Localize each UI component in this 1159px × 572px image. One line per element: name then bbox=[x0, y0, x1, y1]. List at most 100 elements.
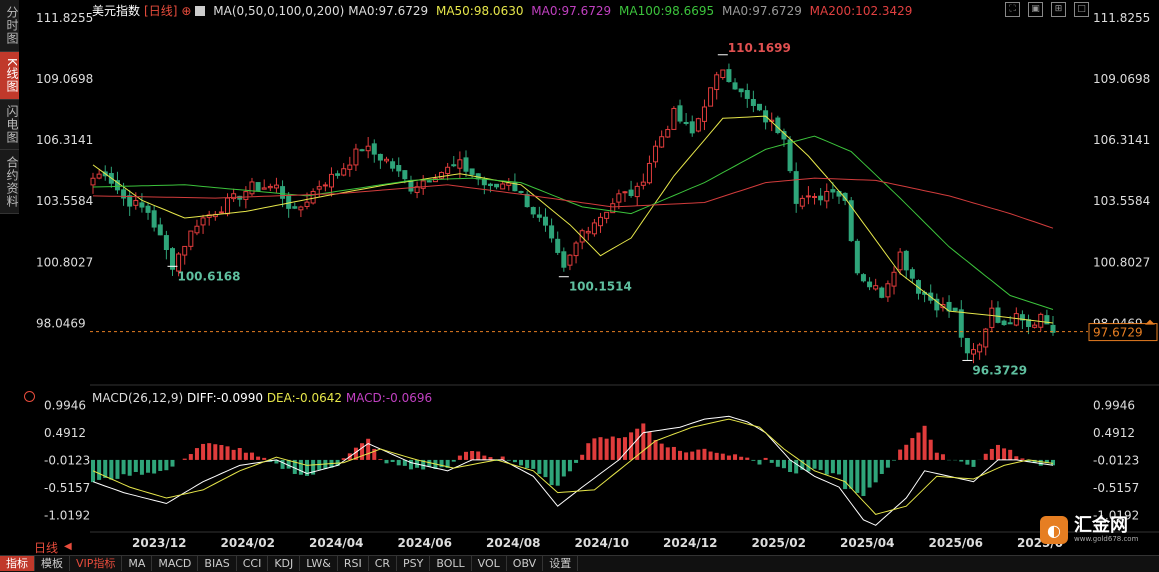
candle-body bbox=[733, 83, 737, 89]
macd-bar bbox=[972, 460, 976, 467]
time-tick: 2025/02 bbox=[752, 536, 806, 550]
day-tab-arrow-icon[interactable]: ◀ bbox=[64, 541, 72, 552]
indicator-tab[interactable]: 设置 bbox=[543, 556, 578, 571]
macd-bar bbox=[385, 460, 389, 463]
macd-bar bbox=[164, 460, 168, 470]
candle-body bbox=[855, 241, 859, 272]
logo-icon: ◐ bbox=[1040, 516, 1068, 544]
candle-body bbox=[91, 178, 95, 185]
macd-bar bbox=[519, 460, 523, 465]
indicator-tab[interactable]: OBV bbox=[507, 556, 543, 571]
candle-body bbox=[299, 207, 303, 210]
candle-body bbox=[739, 89, 743, 92]
macd-bar bbox=[1051, 460, 1055, 465]
indicator-tab[interactable]: MACD bbox=[152, 556, 198, 571]
macd-bar bbox=[366, 439, 370, 460]
candle-body bbox=[256, 183, 260, 191]
candle-body bbox=[482, 180, 486, 185]
macd-bar bbox=[904, 445, 908, 460]
indicator-tab[interactable]: 模板 bbox=[35, 556, 70, 571]
indicator-tab[interactable]: LW& bbox=[300, 556, 338, 571]
macd-bar bbox=[513, 460, 517, 462]
extreme-label: 100.1514 bbox=[569, 280, 632, 294]
candle-body bbox=[874, 286, 878, 289]
candle-body bbox=[372, 144, 376, 154]
indicator-tab[interactable]: CCI bbox=[237, 556, 269, 571]
candle-body bbox=[696, 119, 700, 131]
time-tick: 2024/06 bbox=[398, 536, 452, 550]
macd-bar bbox=[764, 458, 768, 460]
day-tab[interactable]: 日线 bbox=[34, 539, 58, 556]
candle-body bbox=[831, 190, 835, 192]
candle-body bbox=[440, 172, 444, 178]
logo: ◐ 汇金网 www.gold678.com bbox=[1040, 516, 1138, 544]
candle-body bbox=[806, 196, 810, 197]
price-tick-right: 103.5584 bbox=[1093, 194, 1150, 208]
macd-bar bbox=[617, 438, 621, 460]
macd-bar bbox=[391, 460, 395, 462]
indicator-tab[interactable]: VIP指标 bbox=[70, 556, 122, 571]
candle-body bbox=[568, 255, 572, 265]
candle-body bbox=[329, 174, 333, 187]
candle-body bbox=[366, 146, 370, 151]
candle-body bbox=[397, 166, 401, 171]
macd-bar bbox=[641, 423, 645, 459]
macd-bar bbox=[886, 460, 890, 468]
candle-body bbox=[531, 208, 535, 214]
indicator-tab[interactable]: KDJ bbox=[268, 556, 300, 571]
candle-body bbox=[427, 181, 431, 182]
indicator-tab[interactable]: VOL bbox=[472, 556, 507, 571]
indicator-tab[interactable]: 指标 bbox=[0, 556, 35, 571]
candle-body bbox=[1008, 323, 1012, 324]
candle-body bbox=[281, 187, 285, 199]
candle-body bbox=[348, 165, 352, 169]
candle-body bbox=[550, 226, 554, 238]
candle-body bbox=[904, 251, 908, 270]
macd-tick-right: -0.0123 bbox=[1093, 454, 1139, 468]
candle-body bbox=[183, 246, 187, 255]
macd-bar bbox=[874, 460, 878, 482]
candle-body bbox=[617, 194, 621, 202]
macd-bar bbox=[189, 454, 193, 460]
candle-body bbox=[195, 226, 199, 233]
candle-body bbox=[660, 137, 664, 147]
macd-bar bbox=[580, 455, 584, 460]
indicator-tab[interactable]: PSY bbox=[397, 556, 430, 571]
macd-bar bbox=[170, 460, 174, 467]
indicator-tab[interactable]: BIAS bbox=[198, 556, 236, 571]
price-tick-left: 109.0698 bbox=[36, 72, 93, 86]
macd-bar bbox=[378, 459, 382, 460]
macd-bar bbox=[788, 460, 792, 472]
candle-body bbox=[623, 192, 627, 193]
macd-bar bbox=[543, 460, 547, 477]
candle-body bbox=[158, 225, 162, 235]
macd-bar bbox=[531, 460, 535, 469]
indicator-tab[interactable]: BOLL bbox=[430, 556, 471, 571]
candle-body bbox=[825, 192, 829, 201]
macd-bar bbox=[140, 460, 144, 475]
macd-bar bbox=[996, 445, 1000, 460]
macd-bar bbox=[470, 451, 474, 460]
time-tick: 2024/10 bbox=[575, 536, 629, 550]
candle-body bbox=[140, 203, 144, 207]
candle-body bbox=[690, 122, 694, 133]
macd-bar bbox=[599, 437, 603, 460]
macd-bar bbox=[831, 460, 835, 473]
indicator-tab[interactable]: RSI bbox=[338, 556, 369, 571]
candle-body bbox=[293, 207, 297, 209]
price-tick-right: 106.3141 bbox=[1093, 133, 1150, 147]
macd-bar bbox=[819, 460, 823, 470]
price-tick-left: 106.3141 bbox=[36, 133, 93, 147]
macd-bar bbox=[482, 456, 486, 460]
price-tick-left: 103.5584 bbox=[36, 194, 93, 208]
candle-body bbox=[219, 212, 223, 213]
candle-body bbox=[342, 169, 346, 175]
price-tick-right: 111.8255 bbox=[1093, 11, 1150, 25]
indicator-tab[interactable]: CR bbox=[369, 556, 397, 571]
macd-bar bbox=[684, 452, 688, 459]
candle-body bbox=[1039, 314, 1043, 327]
macd-bar bbox=[1008, 450, 1012, 460]
macd-bar bbox=[715, 453, 719, 460]
indicator-tab[interactable]: MA bbox=[122, 556, 152, 571]
